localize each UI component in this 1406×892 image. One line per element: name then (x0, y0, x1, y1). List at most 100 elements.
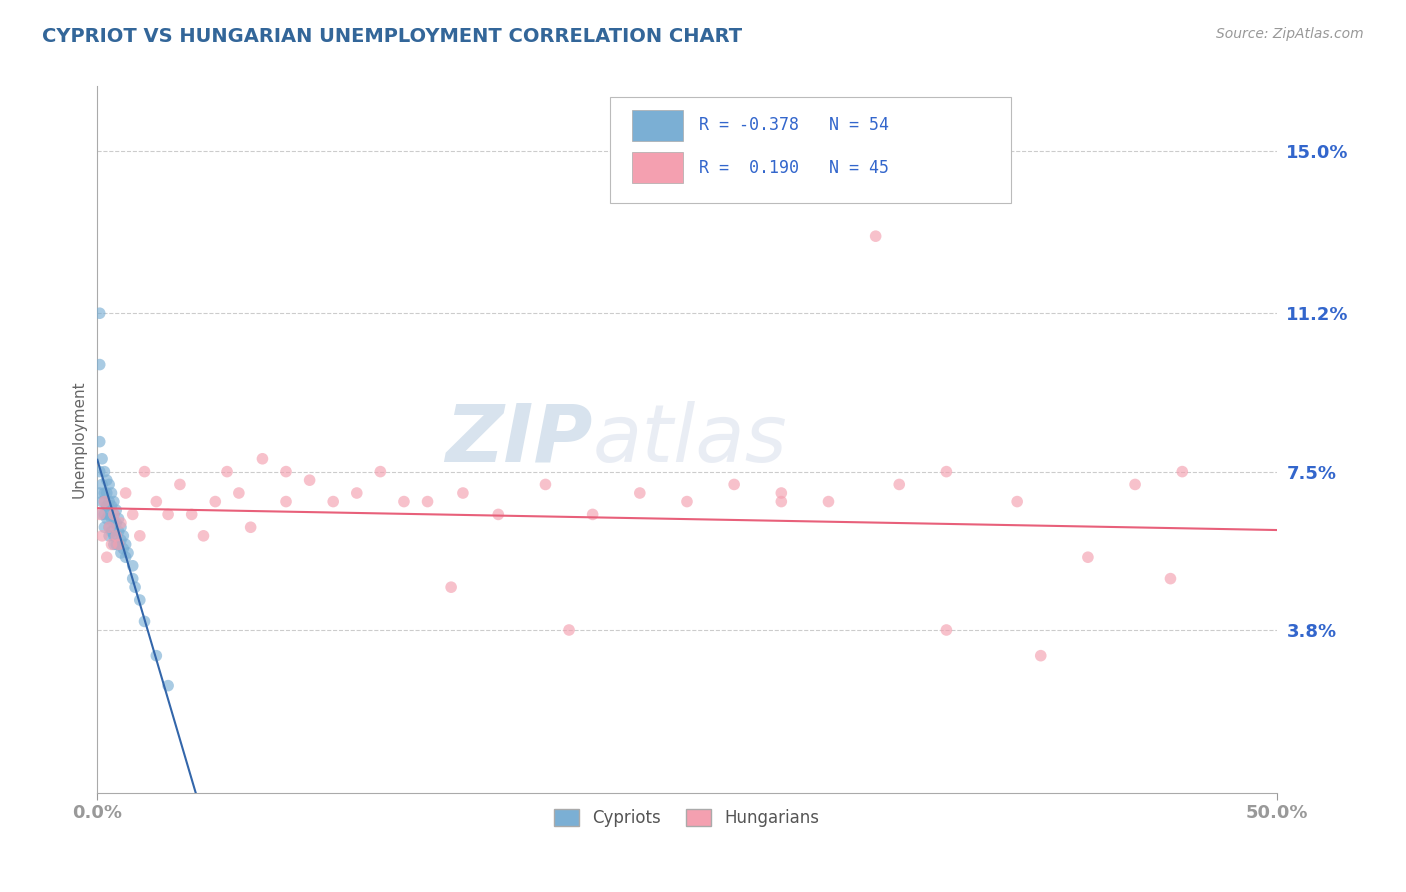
Point (110, 533, 132, 547)
Point (91, 508, 114, 522)
Point (935, 465, 957, 479)
Point (89, 508, 111, 522)
Point (103, 516, 125, 530)
Point (98, 508, 121, 522)
Text: Source: ZipAtlas.com: Source: ZipAtlas.com (1216, 27, 1364, 41)
Point (107, 524, 129, 539)
Point (114, 486, 136, 500)
Point (1005, 494, 1028, 508)
Point (98, 520, 121, 534)
Point (96, 511, 118, 525)
Point (89, 306, 111, 320)
Point (96, 486, 118, 500)
Point (935, 623, 957, 637)
Point (89, 434, 111, 449)
Text: ZIP: ZIP (446, 401, 593, 478)
Point (558, 623, 581, 637)
Point (770, 494, 793, 508)
Point (93, 486, 115, 500)
Point (1123, 477, 1146, 491)
Point (770, 486, 793, 500)
Point (105, 516, 128, 530)
Point (105, 537, 128, 551)
Point (180, 508, 202, 522)
Point (98, 529, 121, 543)
Point (103, 537, 125, 551)
Point (274, 465, 297, 479)
Point (100, 499, 122, 513)
Point (91, 529, 114, 543)
Point (103, 508, 125, 522)
Point (1171, 465, 1194, 479)
Point (98, 494, 121, 508)
Point (103, 508, 125, 522)
Point (128, 529, 150, 543)
Point (96, 550, 118, 565)
Point (204, 494, 226, 508)
Point (121, 508, 143, 522)
Point (817, 494, 839, 508)
Point (121, 572, 143, 586)
Point (91, 477, 114, 491)
Point (110, 546, 132, 560)
Point (89, 358, 111, 372)
Point (107, 537, 129, 551)
Point (107, 537, 129, 551)
Point (134, 465, 156, 479)
FancyBboxPatch shape (631, 110, 683, 141)
Point (98, 477, 121, 491)
Point (1077, 550, 1099, 565)
Point (103, 494, 125, 508)
Point (370, 465, 392, 479)
Point (145, 648, 167, 663)
Point (534, 477, 557, 491)
Point (157, 508, 180, 522)
Point (100, 537, 122, 551)
Point (298, 473, 321, 487)
Point (392, 494, 415, 508)
Point (723, 477, 745, 491)
FancyBboxPatch shape (631, 152, 683, 183)
Text: CYPRIOT VS HUNGARIAN UNEMPLOYMENT CORRELATION CHART: CYPRIOT VS HUNGARIAN UNEMPLOYMENT CORREL… (42, 27, 742, 45)
Point (93, 465, 115, 479)
Point (865, 229, 887, 244)
Point (128, 593, 150, 607)
Point (100, 486, 122, 500)
Point (145, 494, 167, 508)
Point (322, 494, 344, 508)
Point (228, 486, 250, 500)
Point (93, 520, 115, 534)
Point (416, 494, 439, 508)
Point (114, 550, 136, 565)
Point (121, 558, 143, 573)
Point (157, 679, 180, 693)
Point (451, 486, 474, 500)
Point (239, 520, 262, 534)
Point (676, 494, 699, 508)
Point (486, 508, 509, 522)
Point (193, 529, 215, 543)
Point (98, 520, 121, 534)
Point (89, 465, 111, 479)
Point (112, 541, 135, 556)
Text: atlas: atlas (593, 401, 787, 478)
Point (346, 486, 368, 500)
Point (107, 511, 129, 525)
Point (89, 486, 111, 500)
Point (440, 580, 463, 594)
Point (93, 494, 115, 508)
Point (114, 537, 136, 551)
Point (1159, 572, 1181, 586)
Point (105, 503, 128, 517)
Point (105, 529, 128, 543)
Legend: Cypriots, Hungarians: Cypriots, Hungarians (547, 802, 827, 834)
Point (93, 508, 115, 522)
Point (889, 477, 911, 491)
FancyBboxPatch shape (610, 97, 1011, 202)
Point (103, 529, 125, 543)
Text: R = -0.378   N = 54: R = -0.378 N = 54 (699, 116, 889, 134)
Point (117, 546, 139, 560)
Text: R =  0.190   N = 45: R = 0.190 N = 45 (699, 159, 889, 177)
Point (100, 524, 122, 539)
Point (100, 511, 122, 525)
